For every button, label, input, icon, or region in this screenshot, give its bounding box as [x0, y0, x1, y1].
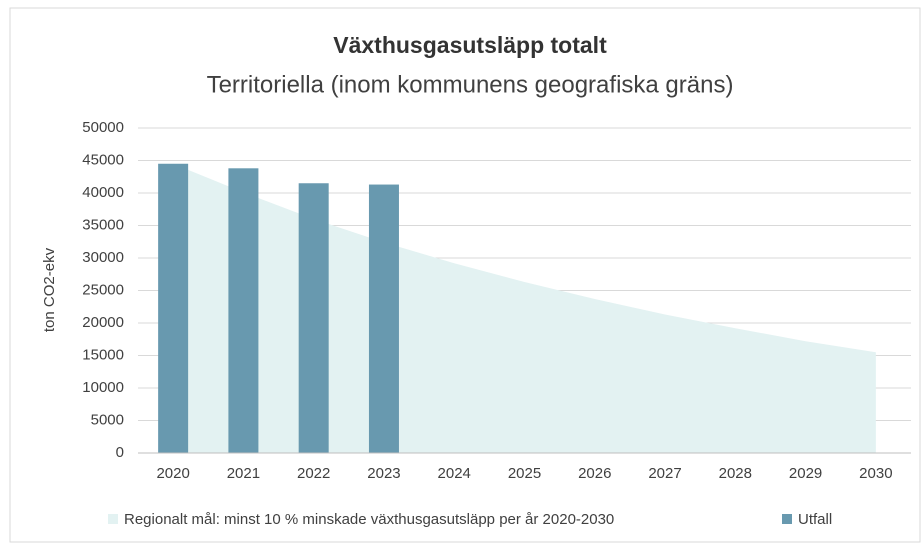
- bar: [228, 168, 259, 454]
- y-tick-label: 20000: [82, 314, 124, 331]
- y-tick-label: 10000: [82, 379, 124, 396]
- x-tick-label: 2021: [227, 465, 260, 482]
- legend-swatch: [782, 514, 792, 524]
- y-tick-label: 30000: [82, 249, 124, 266]
- x-tick-label: 2023: [367, 465, 400, 482]
- y-tick-label: 0: [116, 444, 124, 461]
- area: [173, 163, 876, 453]
- legend-swatch: [108, 514, 118, 524]
- x-tick-label: 2028: [719, 465, 752, 482]
- y-tick-label: 15000: [82, 346, 124, 363]
- legend-label: Regionalt mål: minst 10 % minskade växth…: [124, 511, 614, 528]
- x-tick-label: 2027: [648, 465, 681, 482]
- x-tick-label: 2022: [297, 465, 330, 482]
- x-tick-label: 2026: [578, 465, 611, 482]
- y-tick-label: 45000: [82, 151, 124, 168]
- x-tick-label: 2029: [789, 465, 822, 482]
- legend-label: Utfall: [798, 511, 832, 528]
- x-tick-label: 2024: [438, 465, 471, 482]
- x-tick-label: 2025: [508, 465, 541, 482]
- y-tick-label: 50000: [82, 119, 124, 136]
- y-axis-label: ton CO2-ekv: [41, 247, 58, 332]
- chart-title: Växthusgasutsläpp totalt: [333, 32, 607, 58]
- chart-subtitle: Territoriella (inom kommunens geografisk…: [207, 71, 734, 98]
- x-tick-label: 2030: [859, 465, 892, 482]
- y-tick-label: 25000: [82, 281, 124, 298]
- y-tick-label: 35000: [82, 216, 124, 233]
- y-tick-label: 40000: [82, 184, 124, 201]
- bar: [368, 184, 399, 454]
- x-tick-label: 2020: [156, 465, 189, 482]
- bar: [298, 183, 329, 453]
- bar: [158, 163, 189, 453]
- y-tick-label: 5000: [91, 411, 124, 428]
